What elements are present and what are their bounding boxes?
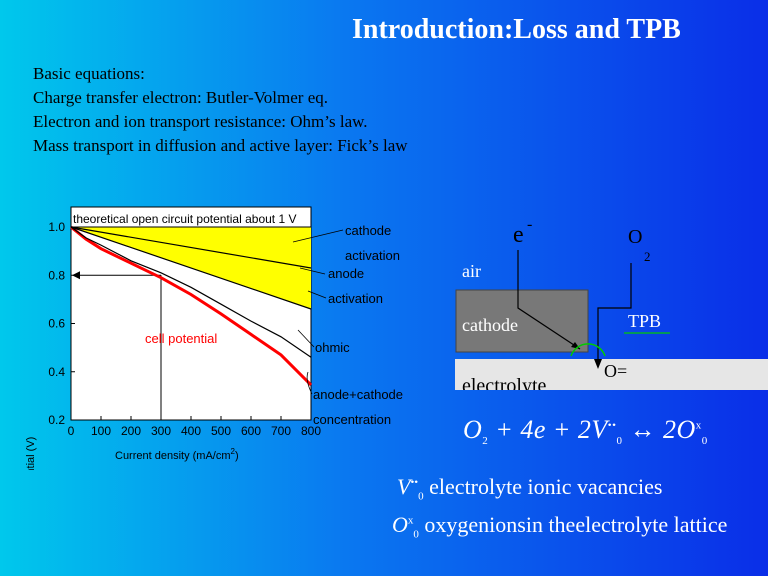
x-tick-label: 600 [241,424,261,438]
oxygen-path [597,263,632,363]
x-axis-label: Current density (mA/cm2) [115,447,239,462]
legend-oxygen-symbol: O [392,512,408,537]
annotation-pointer-activation [307,290,327,299]
eqn-sup-vacancy: •• [607,419,617,432]
air-label: air [462,261,481,281]
y-tick-label: 0.4 [48,365,65,379]
eqn-term-oxide: ↔ 2O [622,415,696,444]
eqn-sub-vacancy: 0 [616,435,623,448]
cathode-block [455,289,589,353]
legend-oxygen-sup: x [407,514,414,527]
electron-path [517,250,581,350]
intro-text: Basic equations: Charge transfer electro… [33,62,408,158]
x-tick-label: 700 [271,424,291,438]
y-tick-label: 0.2 [48,413,65,427]
series-cathode-activation [70,226,312,269]
annotation-pointer-cathode [292,229,344,243]
annotation-pointer-ohmic [297,329,315,348]
legend-oxygen-text: oxygenionsin theelectrolyte lattice [418,512,728,537]
legend-vacancy-text: electrolyte ionic vacancies [423,474,663,499]
legend-oxygen-sub: 0 [413,528,419,541]
annotation-anode: anode [328,266,364,281]
annotation-cathode: cathode [345,223,391,238]
oxygen-subscript: 2 [644,249,651,264]
legend-oxygen: Ox0 oxygenionsin theelectrolyte lattice [392,512,727,540]
y-axis-label: Cell potential (V) [25,437,37,470]
eqn-sub-o2: 2 [482,435,489,448]
chart-svg: 0 100 200 300 400 500 600 700 800 0.2 0.4 0.6 0.8 1.0… [25,206,403,470]
tpb-diagram: e - O 2 air cathode TPB electrolyte O= [440,215,768,399]
y-tick-label: 0.8 [48,268,65,282]
eqn-sup-oxide: x [695,419,702,432]
x-tick-label: 100 [91,424,111,438]
annotation-cell-potential: cell potential [145,331,217,346]
x-axis-label-sup: 2 [231,447,236,456]
oxide-ion-label: O= [604,361,627,381]
x-tick-label: 500 [211,424,231,438]
electrolyte-label: electrolyte [462,375,547,390]
polarization-chart: 0 100 200 300 400 500 600 700 800 0.2 0.4 0.6 0.8 1.0… [0,200,440,470]
legend-vacancy-sup: •• [410,476,419,489]
annotation-concentration: concentration [313,412,391,427]
series-anode-activation [70,226,312,310]
annotation-activation-2: activation [328,291,383,306]
series-ohmic [70,226,312,358]
x-tick-label: 0 [68,424,75,438]
oxygen-symbol: O [628,226,642,248]
reaction-equation: O2 + 4e + 2V•• 0 ↔ 2Ox 0 [463,415,708,447]
guide-arrowhead [72,271,80,280]
legend-vacancy: V••0 electrolyte ionic vacancies [397,474,662,502]
oxygen-arrowhead [594,359,602,369]
y-tick-label: 0.6 [48,317,65,331]
x-tick-label: 200 [121,424,141,438]
legend-vacancy-symbol: V [397,474,411,499]
intro-line: Basic equations: [33,64,145,83]
tpb-svg: e - O 2 air cathode TPB electrolyte O= [455,216,768,399]
annotation-anode-cathode: anode+cathode [313,387,403,402]
x-tick-label: 300 [151,424,171,438]
intro-line: Charge transfer electron: Butler-Volmer … [33,88,329,107]
annotation-pointer-anode-cathode [306,371,313,395]
legend-vacancy-sub: 0 [418,490,424,503]
intro-line: Electron and ion transport resistance: O… [33,112,368,131]
series-cell-potential [70,225,313,387]
electron-symbol: e [513,222,524,248]
annotation-ohmic: ohmic [315,340,350,355]
x-tick-label: 800 [301,424,321,438]
x-axis-label-text: Current density (mA/cm [115,450,231,462]
tpb-arc [570,343,606,357]
y-tick-label: 1.0 [48,220,65,234]
annotation-activation-1: activation [345,248,400,263]
slide-title: Introduction:Loss and TPB [352,14,681,45]
electron-charge: - [527,216,532,233]
cathode-label: cathode [462,315,518,335]
theoretical-ocp-label: theoretical open circuit potential about… [73,212,296,226]
eqn-sub-oxide: 0 [701,435,708,448]
eqn-term-o2: O [463,415,483,444]
x-tick-label: 400 [181,424,201,438]
tpb-label: TPB [628,311,661,331]
annotation-pointer-anode [299,267,326,275]
intro-line: Mass transport in diffusion and active l… [33,136,408,155]
eqn-term-vacancy: + 4e + 2V [488,415,608,444]
